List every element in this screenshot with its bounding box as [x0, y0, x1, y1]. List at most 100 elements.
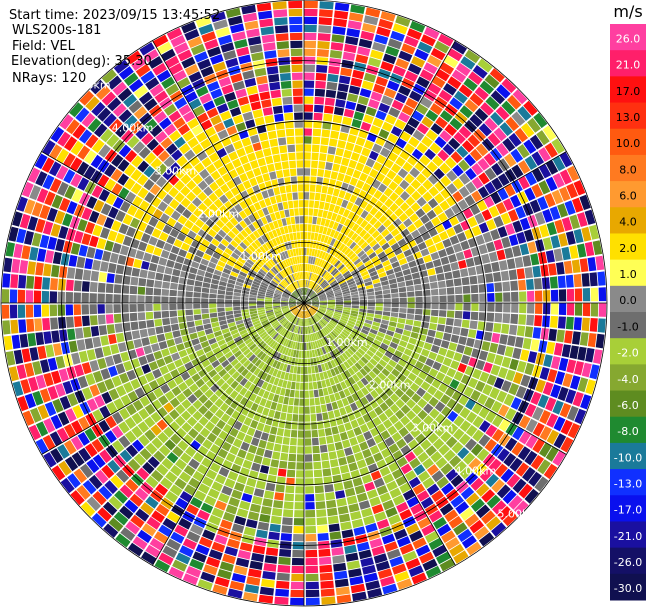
velocity-gate	[188, 458, 200, 470]
velocity-gate	[304, 350, 307, 358]
velocity-gate	[173, 262, 183, 270]
velocity-gate	[319, 299, 327, 302]
velocity-gate	[234, 285, 243, 290]
velocity-gate	[396, 276, 405, 283]
velocity-gate	[501, 100, 516, 115]
velocity-gate	[251, 346, 259, 354]
velocity-gate	[249, 503, 261, 513]
velocity-gate	[257, 521, 270, 531]
velocity-gate	[546, 413, 559, 428]
velocity-gate	[252, 545, 266, 555]
velocity-gate	[295, 486, 304, 494]
velocity-gate	[595, 255, 605, 271]
velocity-gate	[9, 289, 18, 303]
velocity-gate	[27, 333, 37, 347]
velocity-gate	[373, 220, 382, 230]
velocity-gate	[277, 137, 287, 146]
velocity-gate	[172, 268, 181, 277]
velocity-gate	[112, 103, 127, 117]
velocity-gate	[191, 124, 204, 136]
velocity-gate	[42, 434, 56, 451]
velocity-gate	[137, 286, 146, 295]
velocity-gate	[339, 234, 347, 243]
velocity-gate	[261, 372, 268, 381]
ring-label-lower-5: 5.00km	[497, 507, 539, 520]
velocity-gate	[313, 469, 323, 478]
velocity-gate	[347, 367, 356, 376]
velocity-gate	[475, 234, 485, 246]
velocity-gate	[304, 144, 312, 152]
velocity-gate	[373, 376, 383, 385]
velocity-gate	[464, 438, 477, 451]
velocity-gate	[351, 365, 359, 373]
velocity-gate	[269, 283, 277, 289]
velocity-gate	[351, 118, 362, 129]
velocity-gate	[432, 361, 442, 371]
velocity-gate	[408, 476, 421, 489]
velocity-gate	[504, 346, 514, 358]
velocity-gate	[445, 537, 460, 550]
velocity-gate	[212, 61, 227, 73]
velocity-gate	[511, 111, 526, 126]
velocity-gate	[146, 138, 159, 151]
velocity-gate	[292, 292, 299, 298]
velocity-gate	[155, 503, 170, 517]
velocity-gate	[380, 342, 389, 350]
velocity-gate	[185, 346, 195, 355]
velocity-gate	[337, 505, 349, 515]
velocity-gate	[318, 309, 326, 314]
velocity-gate	[246, 576, 261, 586]
velocity-gate	[343, 305, 351, 308]
velocity-gate	[305, 271, 308, 280]
velocity-gate	[304, 414, 311, 422]
colorbar-tick-label: 8.0	[619, 163, 637, 176]
colorbar-bin	[610, 128, 646, 156]
velocity-gate	[256, 2, 272, 12]
velocity-gate	[58, 225, 69, 239]
velocity-gate	[322, 283, 329, 289]
velocity-gate	[367, 267, 376, 274]
velocity-gate	[390, 312, 399, 318]
velocity-gate	[334, 309, 343, 313]
velocity-gate	[227, 243, 236, 252]
velocity-gate	[106, 273, 115, 283]
velocity-gate	[320, 452, 329, 461]
velocity-gate	[363, 365, 372, 374]
velocity-gate	[196, 269, 206, 277]
velocity-gate	[455, 501, 470, 515]
velocity-gate	[318, 321, 324, 328]
velocity-gate	[272, 203, 279, 212]
velocity-gate	[176, 392, 187, 403]
velocity-gate	[304, 208, 309, 216]
velocity-gate	[289, 305, 297, 308]
velocity-gate	[202, 318, 211, 325]
velocity-gate	[318, 250, 324, 259]
velocity-gate	[174, 168, 186, 179]
velocity-gate	[573, 273, 582, 288]
velocity-gate	[337, 83, 349, 93]
velocity-gate	[185, 297, 193, 303]
velocity-gate	[420, 381, 431, 391]
velocity-gate	[307, 280, 310, 288]
velocity-gate	[63, 440, 77, 455]
velocity-gate	[496, 484, 511, 499]
velocity-gate	[216, 378, 226, 387]
velocity-gate	[396, 322, 405, 329]
velocity-gate	[138, 434, 150, 447]
velocity-gate	[208, 514, 222, 526]
velocity-gate	[512, 426, 525, 441]
velocity-gate	[306, 288, 309, 296]
velocity-gate	[408, 357, 417, 366]
velocity-gate	[263, 323, 271, 329]
velocity-gate	[314, 485, 324, 494]
velocity-gate	[375, 263, 384, 271]
velocity-gate	[311, 373, 317, 382]
velocity-gate	[145, 295, 153, 303]
velocity-gate	[304, 48, 316, 57]
velocity-gate	[345, 101, 357, 111]
velocity-gate	[502, 489, 517, 505]
velocity-gate	[338, 279, 346, 285]
velocity-gate	[523, 100, 538, 116]
velocity-gate	[369, 270, 378, 277]
velocity-gate	[436, 324, 445, 332]
